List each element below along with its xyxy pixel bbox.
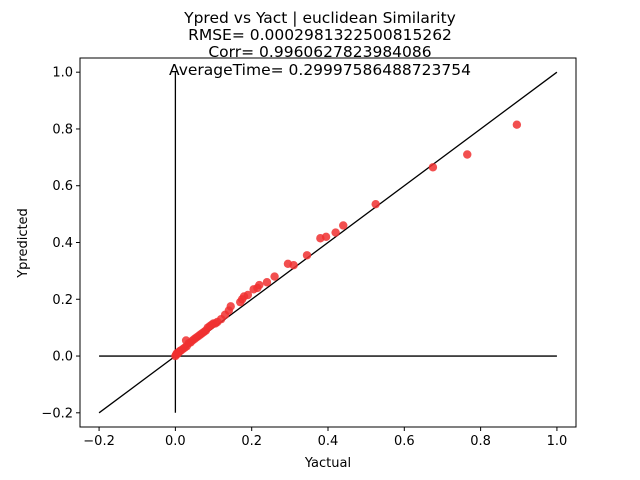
title-line-4: AverageTime= 0.29997586488723754 (169, 61, 471, 79)
data-point (331, 228, 340, 237)
data-point (371, 199, 380, 209)
x-tick-label: 0.8 (470, 434, 491, 449)
x-axis-label: Yactual (304, 456, 351, 471)
y-tick-label: 0.4 (52, 236, 73, 251)
reference-line-diagonal (98, 71, 558, 414)
chart-title: Ypred vs Yact | euclidean Similarity RMS… (169, 9, 471, 79)
y-axis-label: Ypredicted (16, 208, 31, 279)
y-tick-label: 0.2 (52, 293, 73, 308)
x-tick-label: 1.0 (547, 434, 568, 449)
title-line-2: RMSE= 0.0002981322500815262 (188, 26, 452, 44)
data-point (255, 280, 264, 290)
data-point (512, 120, 522, 129)
data-point (463, 150, 472, 159)
y-tick-label: −0.2 (41, 406, 73, 421)
data-point (302, 251, 312, 260)
y-tick-label: 0.8 (52, 122, 73, 137)
y-tick-label: 1.0 (52, 66, 73, 81)
x-tick-label: 0.4 (318, 434, 339, 449)
plot-frame (79, 57, 577, 428)
data-point (226, 302, 235, 311)
x-axis-ticks: −0.2 0.0 0.2 0.4 0.6 0.8 1.0 (83, 427, 567, 449)
data-point (339, 221, 348, 230)
y-tick-label: 0.0 (52, 350, 73, 365)
data-point (270, 272, 279, 281)
x-tick-label: 0.6 (394, 434, 415, 449)
x-tick-label: −0.2 (83, 434, 115, 449)
title-line-1: Ypred vs Yact | euclidean Similarity (183, 9, 456, 27)
title-line-3: Corr= 0.9960627823984086 (208, 43, 431, 61)
data-point (243, 290, 253, 300)
x-tick-label: 0.0 (165, 434, 186, 449)
y-axis-ticks: −0.2 0.0 0.2 0.4 0.6 0.8 1.0 (41, 66, 80, 421)
data-point (428, 163, 438, 172)
y-tick-label: 0.6 (52, 179, 73, 194)
data-point (262, 278, 272, 287)
data-point (321, 232, 331, 242)
data-point (289, 261, 298, 270)
plot-area (98, 71, 558, 414)
x-tick-label: 0.2 (241, 434, 262, 449)
